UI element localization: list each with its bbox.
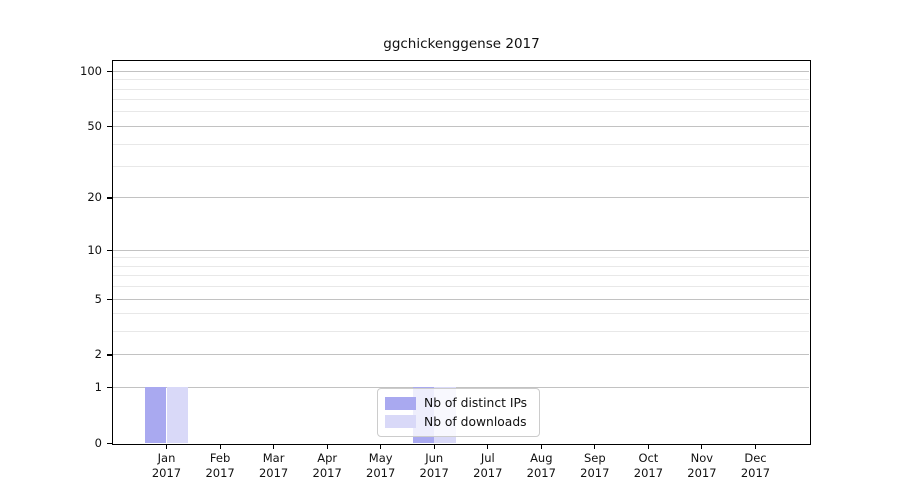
x-tick-mark [594, 444, 596, 449]
x-tick-mark [701, 444, 703, 449]
x-tick-label: Apr 2017 [312, 451, 342, 480]
x-tick-label: Oct 2017 [633, 451, 664, 480]
minor-gridline [113, 166, 809, 167]
x-tick-label: Jan 2017 [151, 451, 182, 480]
x-tick-label: Mar 2017 [258, 451, 289, 480]
y-tick-mark [107, 125, 112, 128]
y-tick-mark [107, 298, 112, 300]
legend-row-downloads: Nb of downloads [385, 415, 532, 429]
y-tick-mark [107, 443, 112, 445]
minor-gridline [113, 313, 809, 315]
y-tick-label: 10 [87, 242, 102, 257]
major-gridline [113, 70, 809, 72]
major-gridline [113, 197, 809, 199]
legend-swatch-distinct-ips [385, 397, 416, 410]
y-tick-mark [107, 354, 112, 356]
y-tick-label: 2 [94, 347, 102, 362]
x-tick-mark [540, 444, 542, 449]
major-gridline [113, 125, 809, 127]
x-tick-mark [219, 444, 221, 449]
minor-gridline [113, 257, 809, 259]
y-tick-mark [107, 249, 112, 251]
y-tick-mark [107, 197, 112, 199]
y-tick-mark [107, 70, 112, 72]
plot-frame [112, 60, 811, 445]
minor-gridline [113, 99, 809, 101]
minor-gridline [113, 275, 809, 277]
minor-gridline [113, 265, 809, 267]
minor-gridline [113, 111, 809, 113]
minor-gridline [113, 286, 809, 288]
x-tick-label: Aug 2017 [526, 451, 556, 480]
legend-label-downloads: Nb of downloads [424, 414, 527, 429]
x-tick-label: Sep 2017 [580, 451, 610, 480]
major-gridline [113, 298, 809, 300]
x-tick-mark [754, 444, 757, 449]
y-tick-label: 0 [94, 436, 102, 450]
chart-title: ggchickenggense 2017 [383, 36, 540, 52]
y-tick-label: 1 [94, 380, 102, 395]
x-tick-mark [647, 444, 649, 449]
major-gridline [113, 387, 809, 389]
bar-distinct-ips-jan [145, 387, 167, 443]
legend: Nb of distinct IPs Nb of downloads [377, 388, 540, 437]
x-tick-label: Nov 2017 [687, 451, 717, 480]
y-tick-label: 20 [87, 190, 102, 205]
x-tick-label: Jun 2017 [419, 451, 449, 480]
x-tick-mark [433, 444, 435, 449]
x-tick-mark [487, 444, 489, 449]
x-tick-label: Dec 2017 [740, 451, 771, 480]
x-tick-mark [326, 444, 328, 449]
minor-gridline [113, 88, 809, 90]
major-gridline [113, 249, 809, 251]
bar-downloads-jan [166, 387, 188, 443]
y-tick-label: 5 [94, 291, 102, 306]
minor-gridline [113, 143, 809, 145]
x-tick-mark [380, 444, 382, 449]
x-tick-mark [165, 444, 168, 449]
x-tick-label: May 2017 [366, 451, 396, 480]
x-tick-mark [273, 444, 275, 449]
x-tick-label: Jul 2017 [473, 451, 503, 480]
legend-row-distinct-ips: Nb of distinct IPs [385, 396, 532, 410]
legend-swatch-downloads [385, 415, 416, 428]
minor-gridline [113, 331, 809, 333]
x-tick-label: Feb 2017 [205, 451, 235, 480]
legend-label-distinct-ips: Nb of distinct IPs [424, 396, 528, 411]
y-tick-label: 100 [80, 63, 102, 78]
minor-gridline [113, 79, 809, 81]
y-tick-label: 50 [87, 118, 102, 133]
y-tick-mark [107, 387, 112, 389]
major-gridline [113, 354, 809, 356]
